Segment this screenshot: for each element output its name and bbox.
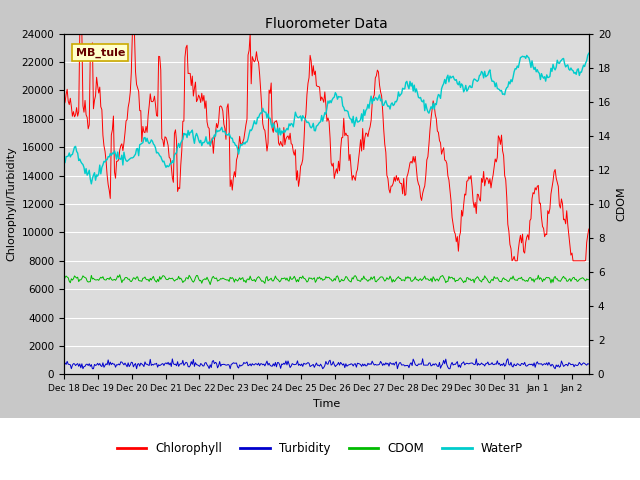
Title: Fluorometer Data: Fluorometer Data [265,17,388,31]
Text: MB_tule: MB_tule [76,48,125,58]
X-axis label: Time: Time [313,399,340,408]
Y-axis label: Chlorophyll/Turbidity: Chlorophyll/Turbidity [6,146,16,262]
Legend: Chlorophyll, Turbidity, CDOM, WaterP: Chlorophyll, Turbidity, CDOM, WaterP [112,438,528,460]
Y-axis label: CDOM: CDOM [616,187,627,221]
